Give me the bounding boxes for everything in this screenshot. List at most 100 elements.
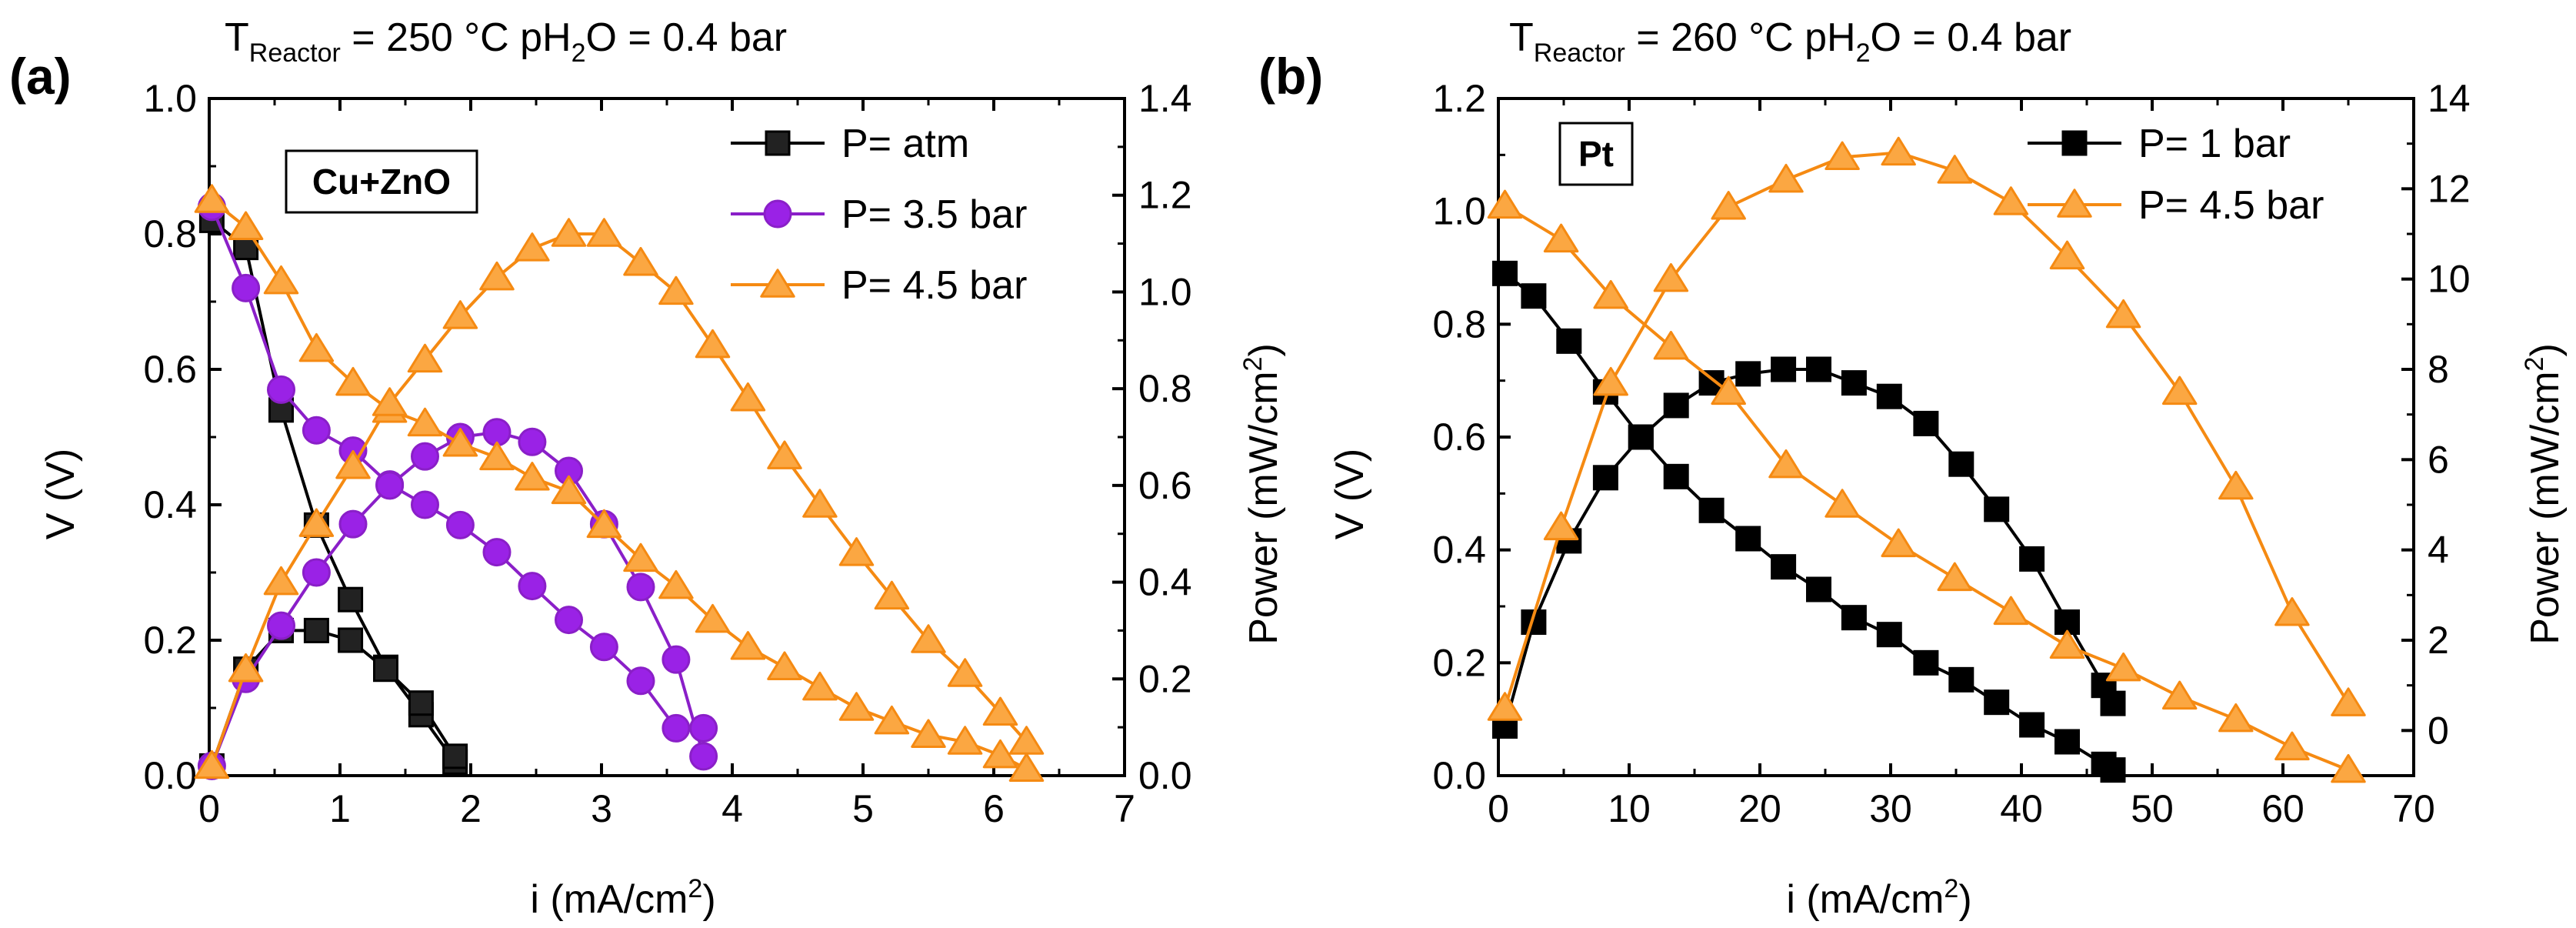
power-point	[1841, 370, 1867, 396]
power-point	[442, 300, 478, 329]
voltage-point	[2019, 712, 2045, 738]
power-point	[1487, 692, 1523, 721]
voltage-point	[911, 719, 946, 748]
y2-tick-label: 0.4	[1138, 561, 1192, 604]
y-tick-label: 0.8	[143, 212, 197, 255]
voltage-point	[2054, 729, 2080, 755]
y2-tick-label: 0.6	[1138, 464, 1192, 507]
power-point	[1768, 163, 1804, 193]
voltage-point	[1913, 649, 1939, 676]
power-line	[210, 232, 1028, 767]
y2-tick-label: 1.4	[1138, 77, 1192, 120]
voltage-line	[1504, 272, 2114, 772]
voltage-point	[1521, 283, 1547, 309]
voltage-point	[2218, 703, 2254, 733]
y-tick-label: 0.0	[1432, 754, 1486, 797]
power-point	[1993, 186, 2029, 215]
annotation-a: Cu+ZnO	[312, 162, 451, 202]
power-point	[551, 218, 587, 247]
power-point	[1937, 155, 1973, 184]
voltage-point	[1768, 449, 1804, 479]
title-b: TReactor = 260 °C pH2O = 0.4 bar	[1509, 15, 2071, 68]
voltage-point	[515, 462, 550, 491]
voltage-point	[263, 265, 299, 295]
x-tick-label: 30	[1869, 787, 1912, 830]
power-point	[194, 749, 230, 779]
voltage-point	[947, 726, 983, 755]
y-tick-label: 0.6	[143, 348, 197, 391]
panel-b: (b) TReactor = 260 °C pH2O = 0.4 bar 0 10…	[1258, 15, 2568, 922]
voltage-point	[298, 332, 335, 362]
power-point	[1628, 424, 1654, 450]
x-axis-label-a: i (mA/cm2)	[530, 874, 715, 922]
voltage-point	[1771, 554, 1797, 580]
voltage-point	[586, 509, 622, 539]
x-tick-label: 3	[591, 787, 612, 830]
y-tick-label: 1.2	[1432, 77, 1486, 120]
y-tick-label: 0.6	[1432, 416, 1486, 459]
x-tick-label: 70	[2392, 787, 2435, 830]
power-point	[1592, 465, 1618, 491]
power-point	[982, 696, 1018, 726]
voltage-point	[335, 366, 371, 396]
power-point	[302, 558, 331, 587]
voltage-point	[695, 603, 731, 633]
voltage-point	[555, 606, 583, 635]
voltage-point	[1543, 223, 1579, 253]
plot-area-b: 0 10 20 30 40 50 60 70 0.0 0.2 0.4 0.6 0.8 1.0 1.2 0 2 4 6…	[1432, 77, 2470, 830]
annotation-box-b	[1558, 122, 1634, 186]
power-point	[1806, 356, 1831, 382]
voltage-point	[479, 441, 515, 471]
power-point	[1735, 361, 1761, 387]
voltage-point	[982, 739, 1018, 769]
y2-axis-label-a: Power (mW/cm2)	[1238, 343, 1286, 645]
voltage-point	[302, 416, 331, 445]
y-tick-label: 0.4	[1432, 529, 1486, 572]
power-point	[263, 566, 299, 596]
series-p-4-5-bar	[1487, 136, 2366, 783]
power-point	[373, 656, 398, 683]
power-point	[479, 261, 515, 291]
power-point	[303, 617, 329, 643]
power-point	[298, 508, 335, 537]
y-axis-label-b: V (V)	[1328, 449, 1372, 539]
y2-tick-label: 14	[2428, 77, 2471, 120]
power-point	[586, 218, 622, 247]
power-point	[338, 627, 364, 653]
power-point	[411, 442, 439, 471]
power-point	[838, 537, 875, 566]
power-point	[228, 653, 264, 683]
legend-label: P= 4.5 bar	[841, 263, 1027, 308]
voltage-point	[518, 572, 547, 601]
power-point	[874, 580, 910, 610]
annotation-b: Pt	[1578, 134, 1614, 174]
power-line	[1503, 151, 2350, 709]
x-axis-label-b: i (mA/cm2)	[1786, 874, 1971, 922]
power-point	[1876, 383, 1902, 409]
y-axis-label-a: V (V)	[38, 449, 83, 539]
series-p-1-bar	[1492, 260, 2126, 783]
voltage-point	[1948, 666, 1974, 693]
y2-tick-label: 0.8	[1138, 367, 1192, 410]
title-a: TReactor = 250 °C pH2O = 0.4 bar	[225, 15, 787, 68]
voltage-point	[1556, 328, 1582, 354]
voltage-point	[1698, 497, 1725, 523]
voltage-point	[1825, 489, 1860, 518]
power-point	[1711, 191, 1746, 220]
x-tick-label: 10	[1608, 787, 1651, 830]
voltage-point	[1663, 463, 1689, 489]
voltage-point	[661, 713, 691, 743]
y-tick-label: 1.0	[1432, 190, 1486, 233]
power-point	[442, 743, 468, 769]
y2-tick-label: 6	[2428, 438, 2449, 481]
legend-marker	[760, 269, 795, 298]
power-point	[518, 427, 547, 456]
power-point	[661, 645, 691, 674]
voltage-point	[589, 633, 618, 662]
voltage-point	[551, 475, 587, 505]
voltage-point	[1984, 689, 2010, 716]
y-tick-label: 1.0	[143, 77, 197, 120]
voltage-point	[1735, 526, 1761, 552]
voltage-point	[623, 542, 658, 572]
